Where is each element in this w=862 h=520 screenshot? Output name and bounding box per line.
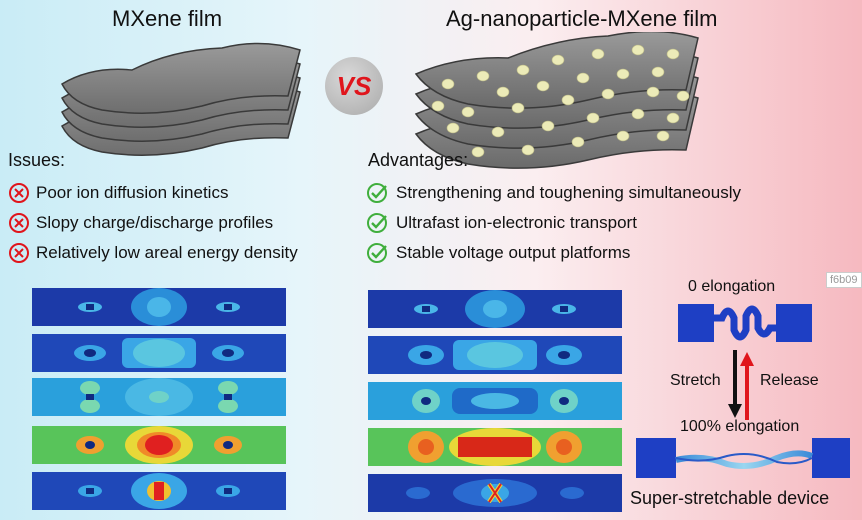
stretch-label: Stretch	[670, 372, 721, 389]
issue-text: Poor ion diffusion kinetics	[36, 183, 229, 202]
simulation-panel	[32, 334, 286, 372]
cross-circle-icon	[9, 213, 29, 233]
simulation-panel	[368, 474, 622, 512]
device-caption: Super-stretchable device	[630, 488, 830, 508]
simulation-panel	[32, 288, 286, 326]
check-circle-icon	[367, 213, 387, 233]
issue-item: Relatively low areal energy density	[8, 242, 298, 264]
issue-text: Slopy charge/discharge profiles	[36, 213, 274, 232]
simulation-panel	[32, 426, 286, 464]
cross-circle-icon	[9, 243, 29, 263]
issue-item: Slopy charge/discharge profiles	[8, 212, 273, 234]
zero-elongation-label: 0 elongation	[688, 278, 776, 295]
simulation-panel	[368, 336, 622, 374]
corner-tag: f6b09	[826, 272, 862, 288]
advantage-text: Stable voltage output platforms	[396, 243, 631, 262]
check-circle-icon	[367, 243, 387, 263]
advantage-item: Ultrafast ion-electronic transport	[366, 212, 637, 234]
mxene-film-illustration	[61, 42, 301, 156]
advantage-text: Ultrafast ion-electronic transport	[396, 213, 637, 232]
ag-mxene-film-illustration	[414, 32, 699, 169]
left-title: MXene film	[112, 6, 223, 31]
cross-circle-icon	[9, 183, 29, 203]
full-elongation-label: 100% elongation	[680, 418, 800, 435]
stretch-release-arrows	[728, 350, 754, 420]
check-circle-icon	[367, 183, 387, 203]
advantages-header: Advantages:	[368, 150, 469, 170]
simulation-panel	[368, 428, 622, 466]
simulation-panel	[368, 382, 622, 420]
vs-badge: VS	[325, 57, 383, 115]
simulation-panel	[32, 472, 286, 510]
issue-item: Poor ion diffusion kinetics	[8, 182, 228, 204]
unstretched-device-icon	[678, 304, 812, 342]
advantage-item: Strengthening and toughening simultaneou…	[366, 182, 741, 204]
stretched-device-icon	[636, 438, 850, 478]
advantage-text: Strengthening and toughening simultaneou…	[396, 183, 741, 202]
release-label: Release	[760, 372, 819, 389]
simulation-panel	[32, 378, 286, 416]
right-title: Ag-nanoparticle-MXene film	[446, 6, 718, 31]
issues-header: Issues:	[8, 150, 66, 170]
simulation-panel	[368, 290, 622, 328]
issue-text: Relatively low areal energy density	[36, 243, 298, 262]
advantage-item: Stable voltage output platforms	[366, 242, 630, 264]
